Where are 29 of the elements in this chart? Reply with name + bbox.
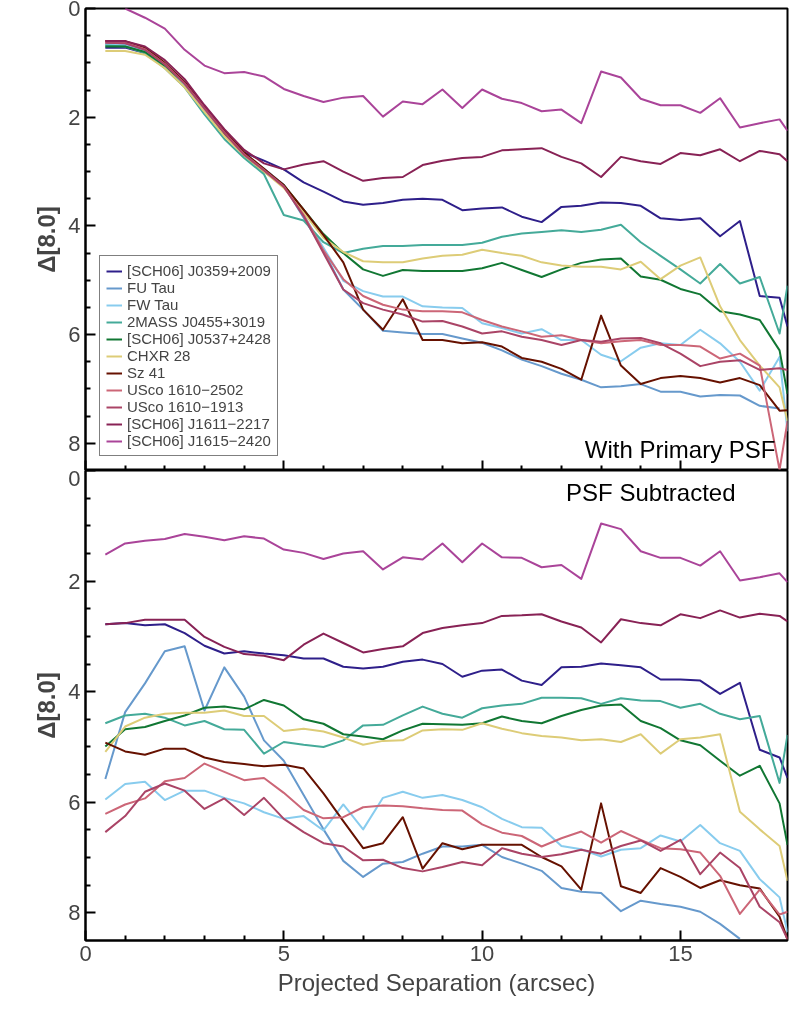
legend-label: CHXR 28 (127, 347, 191, 364)
x-axis-title: Projected Separation (arcsec) (277, 968, 596, 996)
legend-label: [SCH06] J1611−2217 (127, 415, 270, 432)
y-tick-label: 0 (68, 465, 81, 491)
legend-label: [SCH06] J0359+2009 (127, 262, 271, 279)
legend-label: [SCH06] J0537+2428 (127, 330, 271, 347)
legend-label: Sz 41 (127, 364, 166, 381)
y-tick-label: 4 (68, 213, 81, 239)
x-tick-label: 15 (668, 940, 693, 966)
y-tick-label: 4 (68, 679, 81, 705)
y-tick-label: 2 (68, 568, 81, 594)
x-tick-label: 10 (469, 940, 495, 966)
annotation: With Primary PSF (584, 435, 776, 463)
x-tick-label: 5 (277, 940, 290, 966)
legend-label: USco 1610−2502 (127, 381, 244, 398)
y-tick-label: 8 (68, 430, 81, 456)
annotation: PSF Subtracted (566, 478, 736, 506)
legend-label: USco 1610−1913 (127, 398, 244, 415)
y-axis-title: Δ[8.0] (33, 206, 61, 273)
y-tick-label: 0 (68, 0, 81, 21)
y-axis-title: Δ[8.0] (33, 672, 61, 739)
y-tick-label: 6 (68, 322, 81, 348)
y-tick-label: 8 (68, 900, 81, 926)
legend-label: 2MASS J0455+3019 (127, 313, 266, 330)
legend-label: FU Tau (127, 279, 176, 296)
y-tick-label: 2 (68, 104, 81, 130)
y-tick-label: 6 (68, 789, 81, 815)
legend-label: [SCH06] J1615−2420 (127, 432, 271, 449)
legend-label: FW Tau (127, 296, 179, 313)
